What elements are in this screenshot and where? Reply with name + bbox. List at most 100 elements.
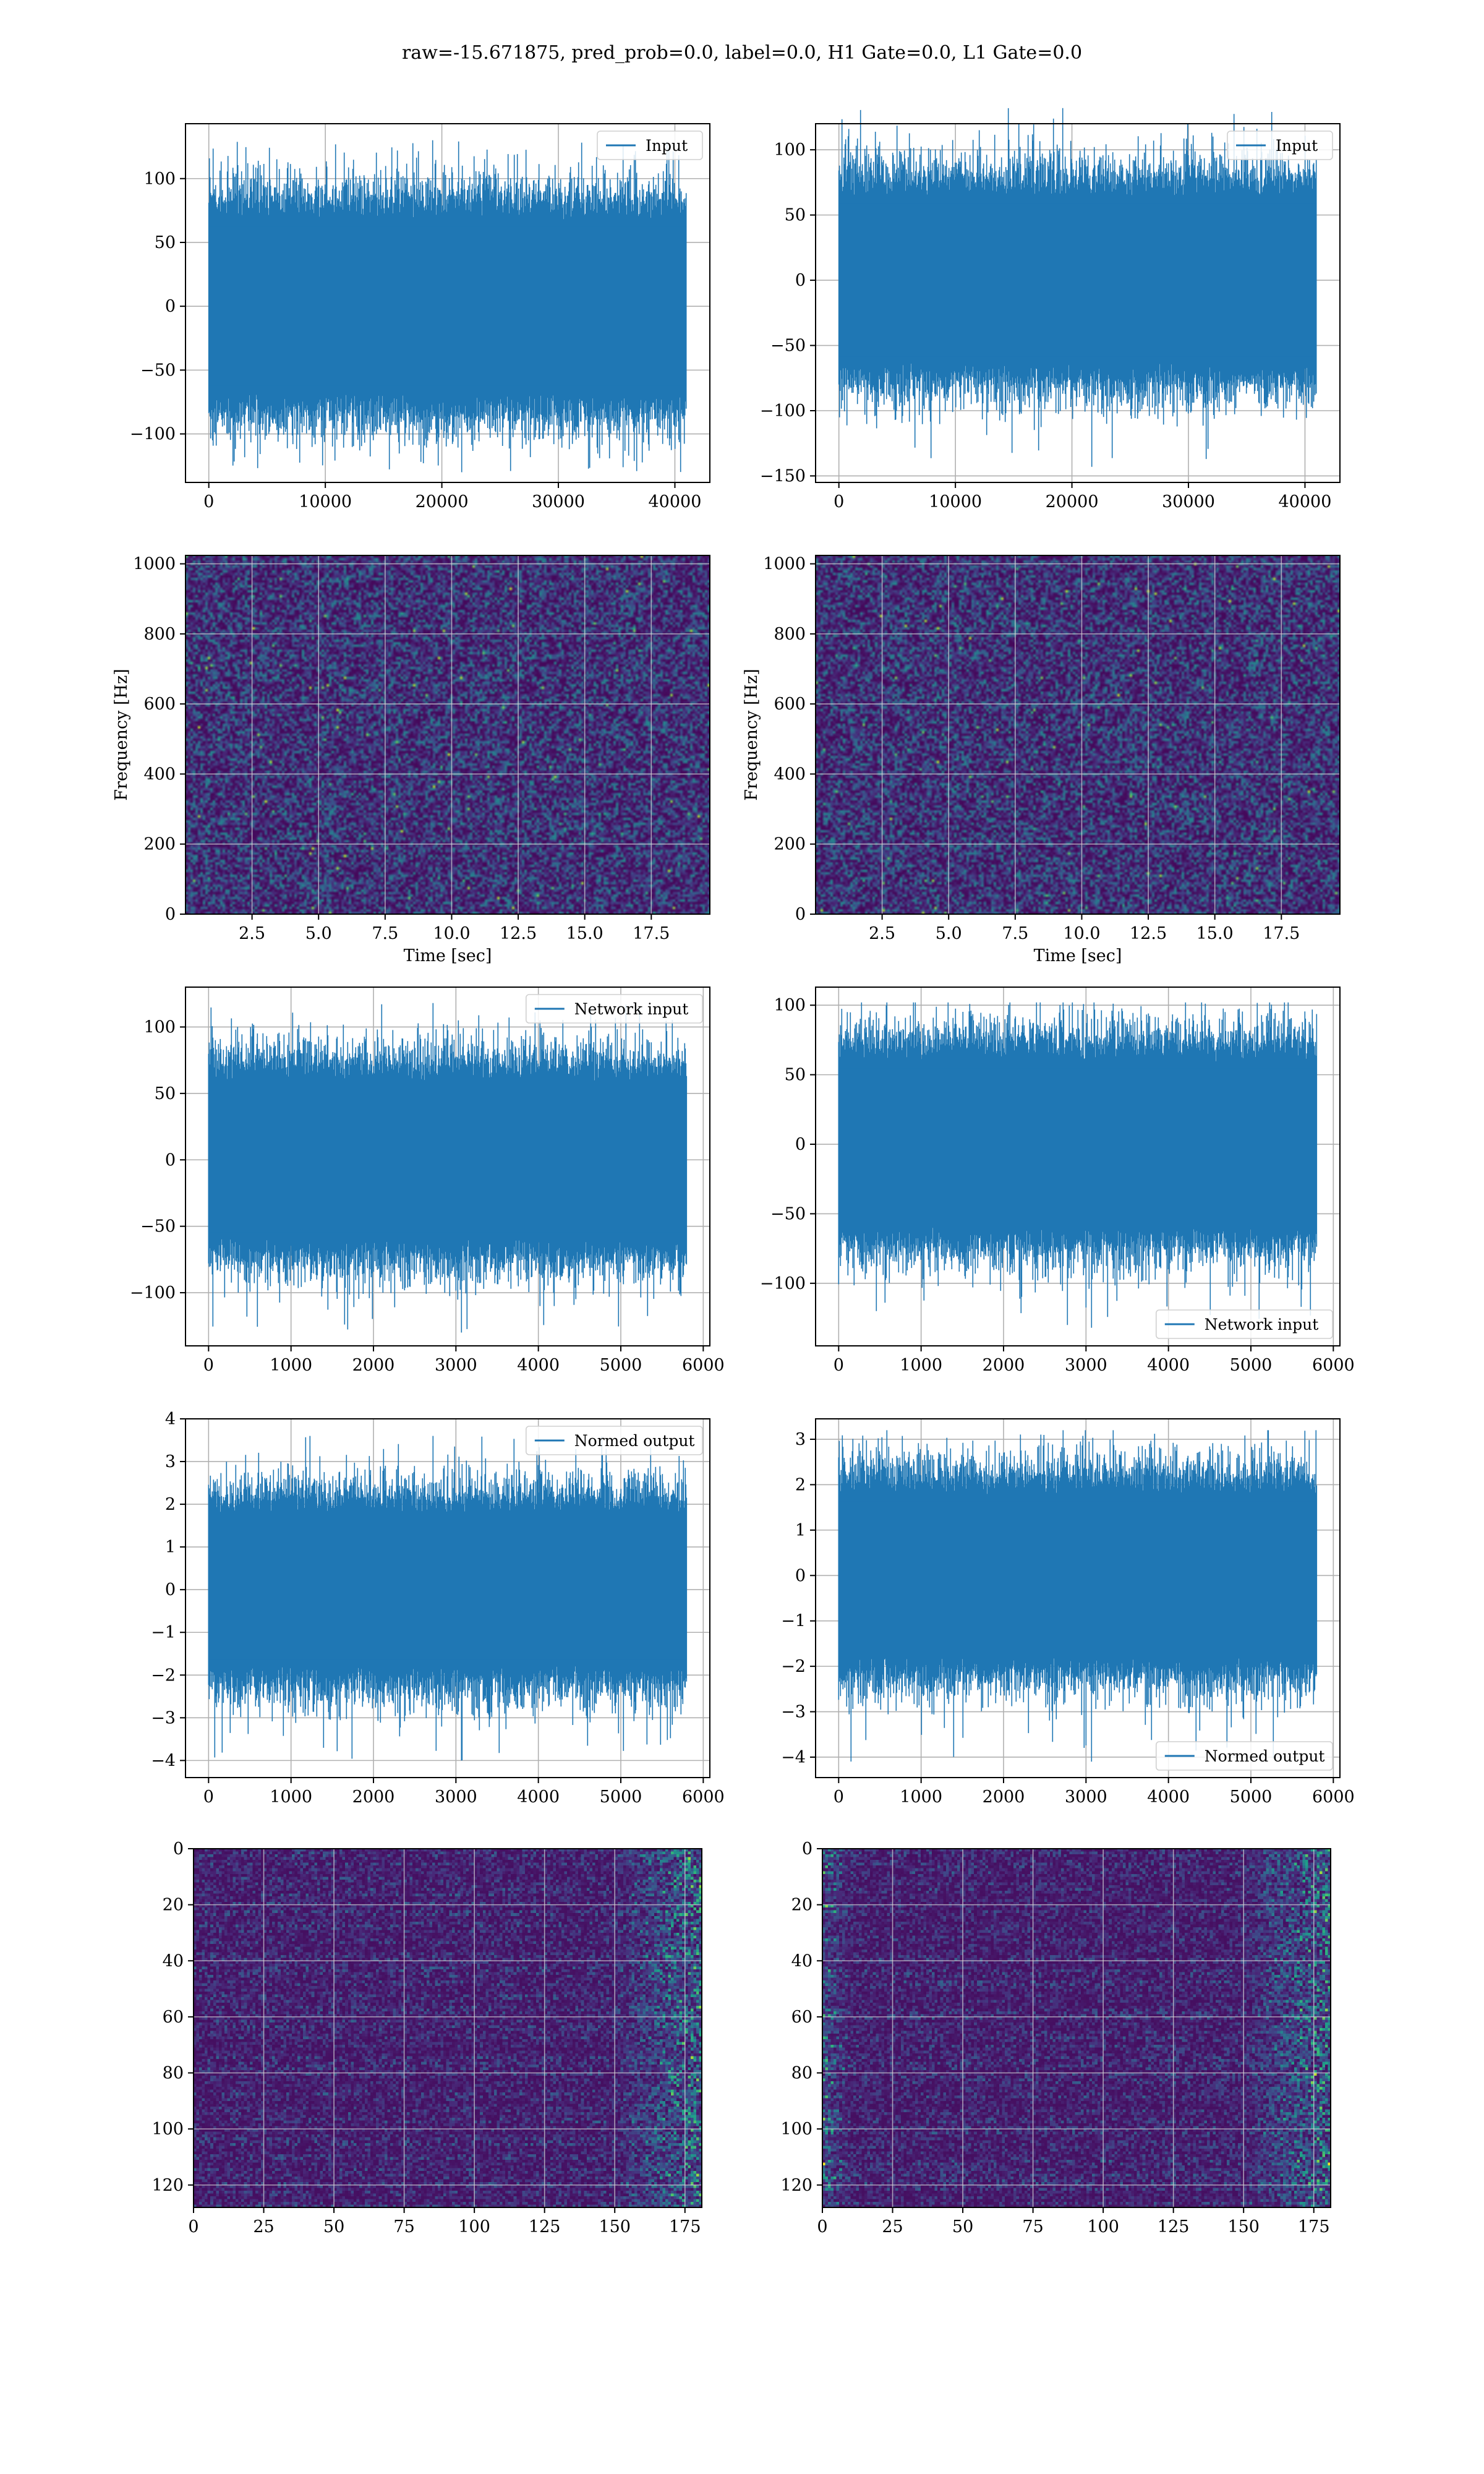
y-tick-label: 60 (791, 2008, 812, 2027)
x-tick-label: 30000 (532, 492, 585, 511)
x-tick-label: 2.5 (869, 924, 895, 943)
x-axis-label: Time [sec] (404, 946, 492, 965)
x-tick-label: 2000 (352, 1356, 395, 1375)
x-tick-label: 4000 (1147, 1356, 1190, 1375)
series-band (838, 1501, 1317, 1650)
y-tick-label: 120 (780, 2176, 812, 2195)
x-tick-label: 20000 (1046, 492, 1099, 511)
x-tick-label: 125 (1158, 2217, 1190, 2236)
y-tick-label: 40 (791, 1951, 812, 1971)
legend: Network input (1156, 1309, 1333, 1339)
axes-frame (815, 123, 1341, 483)
axes-frame (815, 555, 1341, 915)
x-tick-label: 1000 (270, 1787, 312, 1807)
axes-frame (815, 1418, 1341, 1778)
x-tick-label: 0 (203, 1356, 214, 1375)
legend-box (1227, 131, 1333, 160)
y-tick-label: 3 (165, 1452, 176, 1471)
y-tick-label: 200 (774, 835, 806, 854)
y-tick-label: 100 (774, 996, 806, 1015)
legend-box (1156, 1741, 1333, 1771)
y-tick-label: 0 (795, 1566, 806, 1585)
x-tick-label: 12.5 (1130, 924, 1167, 943)
y-tick-label: −100 (760, 401, 806, 421)
x-tick-label: 6000 (682, 1787, 725, 1807)
x-tick-label: 3000 (1065, 1787, 1107, 1807)
x-tick-label: 1000 (900, 1356, 942, 1375)
x-tick-label: 10.0 (1063, 924, 1100, 943)
x-tick-label: 6000 (682, 1356, 725, 1375)
y-tick-label: 50 (155, 1084, 176, 1103)
y-tick-label: 400 (143, 764, 176, 784)
legend-box (1156, 1309, 1333, 1339)
x-tick-label: 150 (1227, 2217, 1260, 2236)
y-tick-label: 1000 (133, 555, 176, 574)
y-tick-label: −4 (151, 1751, 176, 1770)
chart-input-right: 0 10000 20000 30000 40000 −150 −100 −50 0 50 100 In… (760, 108, 1341, 511)
heatmap-image (822, 1849, 1331, 2207)
axes-frame (185, 1418, 710, 1778)
x-tick-label: 40000 (649, 492, 702, 511)
legend-box (525, 1426, 703, 1455)
legend: Input (1227, 131, 1333, 160)
legend: Normed output (525, 1426, 703, 1455)
legend: Network input (525, 994, 703, 1024)
x-tick-label: 3000 (435, 1787, 477, 1807)
x-axis-label: Time [sec] (1034, 946, 1122, 965)
x-tick-label: 17.5 (633, 924, 670, 943)
axes-frame (185, 987, 710, 1346)
chart-normed-output-right: 0 1000 2000 3000 4000 5000 6000 −4 −3 −2 −1 0 1 2 3 Nor… (781, 1418, 1355, 1807)
x-tick-label: 2000 (352, 1787, 395, 1807)
y-tick-label: 0 (165, 1150, 176, 1170)
y-tick-label: −3 (781, 1703, 806, 1722)
x-tick-label: 5.0 (936, 924, 962, 943)
y-tick-label: −100 (130, 425, 176, 444)
y-tick-label: 3 (795, 1430, 806, 1449)
x-tick-label: 0 (817, 2217, 827, 2236)
x-tick-label: 17.5 (1263, 924, 1300, 943)
y-tick-label: 2 (165, 1495, 176, 1514)
x-tick-label: 20000 (416, 492, 469, 511)
chart-input-left: 0 10000 20000 30000 40000 −100 −50 0 50 100 Input (130, 123, 710, 511)
y-tick-label: 0 (165, 1580, 176, 1599)
y-tick-label: −2 (781, 1657, 806, 1676)
legend: Input (597, 131, 703, 160)
x-tick-label: 30000 (1162, 492, 1215, 511)
y-tick-label: 600 (774, 695, 806, 714)
legend: Normed output (1156, 1741, 1333, 1771)
x-tick-label: 0 (188, 2217, 198, 2236)
y-tick-label: 4 (165, 1410, 176, 1429)
x-tick-label: 6000 (1312, 1356, 1355, 1375)
x-tick-label: 175 (669, 2217, 701, 2236)
y-tick-label: 2 (795, 1475, 806, 1494)
y-tick-label: 100 (780, 2120, 812, 2139)
y-tick-label: 0 (802, 1839, 812, 1859)
series-band (838, 1068, 1317, 1220)
y-tick-label: 0 (165, 297, 176, 316)
axes-frame (193, 1848, 702, 2208)
y-tick-label: 100 (143, 169, 176, 189)
x-tick-label: 0 (203, 1787, 214, 1807)
y-tick-label: 100 (151, 2120, 184, 2139)
x-tick-label: 15.0 (1196, 924, 1234, 943)
x-tick-label: 100 (458, 2217, 490, 2236)
x-tick-label: 5000 (1230, 1787, 1273, 1807)
y-axis-label: Frequency [Hz] (742, 669, 761, 800)
y-tick-label: −50 (140, 361, 176, 380)
y-tick-label: 1000 (763, 555, 806, 574)
y-tick-label: −4 (781, 1748, 806, 1767)
x-tick-label: 75 (1022, 2217, 1043, 2236)
legend-label: Network input (1205, 1316, 1318, 1333)
axes-frame (815, 987, 1341, 1346)
y-tick-label: 0 (165, 905, 176, 924)
y-tick-label: 0 (795, 905, 806, 924)
y-tick-label: 80 (791, 2064, 812, 2083)
y-tick-label: −50 (770, 336, 806, 356)
legend-label: Input (1276, 137, 1318, 155)
y-tick-label: 0 (795, 271, 806, 290)
y-tick-label: 100 (774, 140, 806, 160)
x-tick-label: 5000 (1230, 1356, 1273, 1375)
y-tick-label: 20 (791, 1896, 812, 1915)
chart-network-input-left: 0 1000 2000 3000 4000 5000 6000 −100 −50 0 50 100 Ne… (130, 987, 725, 1375)
x-tick-label: 4000 (517, 1356, 560, 1375)
